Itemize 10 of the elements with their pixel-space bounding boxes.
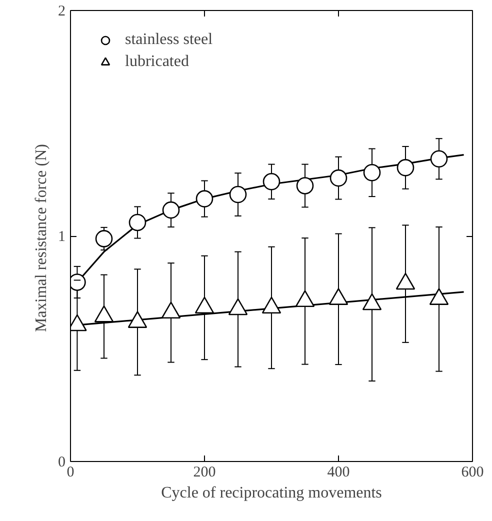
legend-label: lubricated	[125, 53, 189, 71]
x-axis-title: Cycle of reciprocating movements	[161, 484, 382, 502]
x-tick-label: 200	[193, 464, 216, 480]
legend-label: stainless steel	[125, 31, 213, 49]
y-axis-title: Maximal resistance force (N)	[33, 144, 50, 332]
x-tick-label: 600	[461, 464, 484, 480]
y-tick-label: 0	[58, 454, 66, 470]
x-tick-label: 400	[327, 464, 350, 480]
y-tick-label: 2	[58, 4, 66, 20]
y-tick-label: 1	[58, 229, 66, 245]
